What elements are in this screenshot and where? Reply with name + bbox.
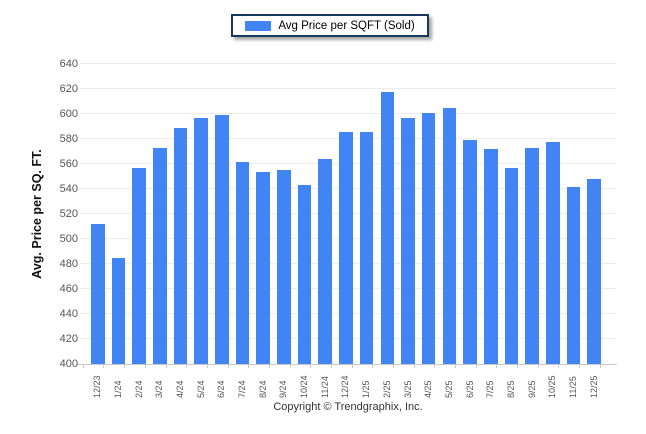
x-axis-tick-label: 8/25 [505, 380, 516, 398]
x-axis-tick-label: 6/24 [216, 380, 227, 398]
bar-1/25 [359, 131, 374, 364]
bar-7/25 [483, 149, 498, 364]
y-axis-tick-label: 520 [59, 208, 78, 220]
x-axis-tick [413, 365, 415, 368]
bar-6/25 [463, 140, 477, 364]
bar-10/25 [545, 141, 560, 364]
x-axis-tick-label: 3/25 [402, 380, 413, 398]
x-axis-tick [186, 365, 188, 368]
bar-12/23 [91, 224, 105, 364]
bar-2/25 [380, 91, 395, 364]
x-axis-tick [206, 365, 208, 368]
bar-6/24 [215, 115, 229, 364]
y-axis-tick-label: 640 [59, 58, 78, 70]
x-axis-tick-label: 4/24 [175, 380, 186, 398]
y-axis-tick-label: 580 [59, 133, 78, 145]
y-axis-tick-label: 620 [59, 83, 78, 95]
x-axis-tick-label: 11/24 [319, 376, 330, 398]
bar-9/24 [277, 170, 291, 364]
x-axis-tick-label: 12/23 [92, 375, 103, 398]
y-axis-tick-label: 600 [59, 108, 78, 120]
legend-label: Avg Price per SQFT (Sold) [278, 19, 415, 32]
x-axis-tick-label: 10/25 [547, 375, 558, 398]
x-axis-tick [330, 365, 332, 368]
y-axis-tick-label: 460 [59, 283, 78, 295]
bar-12/24 [339, 131, 353, 364]
x-axis-tick [599, 365, 601, 368]
x-axis-tick [496, 365, 498, 368]
x-axis-tick [351, 365, 353, 368]
legend: Avg Price per SQFT (Sold) [231, 14, 429, 37]
copyright-text: Copyright © Trendgraphix, Inc. [273, 401, 423, 413]
bar-5/25 [442, 107, 457, 364]
gridline [80, 63, 616, 64]
bar-7/24 [235, 161, 250, 364]
y-axis-tick-label: 540 [59, 183, 78, 195]
plot-area [80, 63, 616, 364]
x-axis-tick [268, 365, 270, 368]
bar-10/24 [297, 185, 312, 364]
x-axis-tick [248, 365, 250, 368]
x-axis-tick-label: 3/24 [154, 380, 165, 398]
legend-swatch-icon [245, 20, 272, 31]
y-axis-tick-label: 440 [59, 308, 78, 320]
y-axis-tick-label: 400 [59, 358, 78, 370]
x-axis-tick-label: 5/24 [195, 380, 206, 398]
x-axis-tick-label: 2/25 [381, 380, 392, 398]
x-axis-line [76, 364, 617, 365]
y-axis-tick-label: 500 [59, 233, 78, 245]
x-axis-tick [579, 365, 581, 368]
y-axis-tick-label: 420 [59, 333, 78, 345]
x-axis-tick [475, 365, 477, 368]
gridline [80, 113, 616, 114]
x-axis-tick [124, 365, 126, 368]
x-axis-tick-label: 11/25 [567, 376, 578, 398]
bar-3/25 [401, 117, 415, 364]
bar-11/24 [318, 159, 333, 364]
x-axis-tick [558, 365, 560, 368]
x-axis-tick [289, 365, 291, 368]
gridline [80, 88, 616, 89]
bar-2/24 [132, 167, 146, 364]
x-axis-tick-label: 8/24 [257, 380, 268, 398]
bar-1/24 [111, 257, 126, 364]
x-axis-tick [537, 365, 539, 368]
bar-5/24 [194, 117, 208, 364]
x-axis-tick [103, 365, 105, 368]
x-axis-tick [517, 365, 519, 368]
x-axis-tick [393, 365, 394, 368]
x-axis-tick [455, 365, 457, 368]
bar-11/25 [566, 186, 581, 364]
bar-8/25 [504, 167, 519, 364]
x-axis-tick-label: 7/25 [485, 380, 496, 398]
x-axis-tick-label: 9/25 [526, 380, 537, 398]
bar-8/24 [256, 171, 271, 364]
bar-4/25 [421, 112, 436, 364]
x-axis-tick-label: 1/24 [112, 380, 123, 398]
y-axis-tick-label: 480 [59, 258, 78, 270]
y-axis-tick-label: 560 [59, 158, 78, 170]
x-axis-tick-label: 2/24 [133, 380, 144, 398]
bar-4/24 [173, 127, 188, 364]
x-axis-tick-label: 5/25 [443, 380, 454, 398]
x-axis-tick-label: 9/24 [278, 380, 289, 398]
bar-9/25 [525, 147, 539, 364]
x-axis-tick-label: 1/25 [361, 380, 372, 398]
x-axis-tick-label: 4/25 [423, 380, 434, 398]
x-axis-tick-label: 7/24 [237, 380, 248, 398]
x-axis-tick-label: 6/25 [464, 380, 475, 398]
x-axis-tick-label: 12/25 [588, 375, 599, 398]
x-axis-tick-label: 10/24 [299, 375, 310, 398]
x-axis-tick [372, 365, 374, 368]
x-axis-tick [82, 365, 84, 368]
x-axis-tick [434, 365, 436, 368]
x-axis-tick [165, 365, 167, 368]
x-axis-tick-label: 12/24 [340, 375, 351, 398]
bar-12/25 [587, 179, 601, 364]
bar-3/24 [153, 147, 167, 364]
x-axis-tick [227, 365, 229, 368]
x-axis-tick [310, 365, 312, 368]
x-axis-tick [144, 365, 146, 368]
